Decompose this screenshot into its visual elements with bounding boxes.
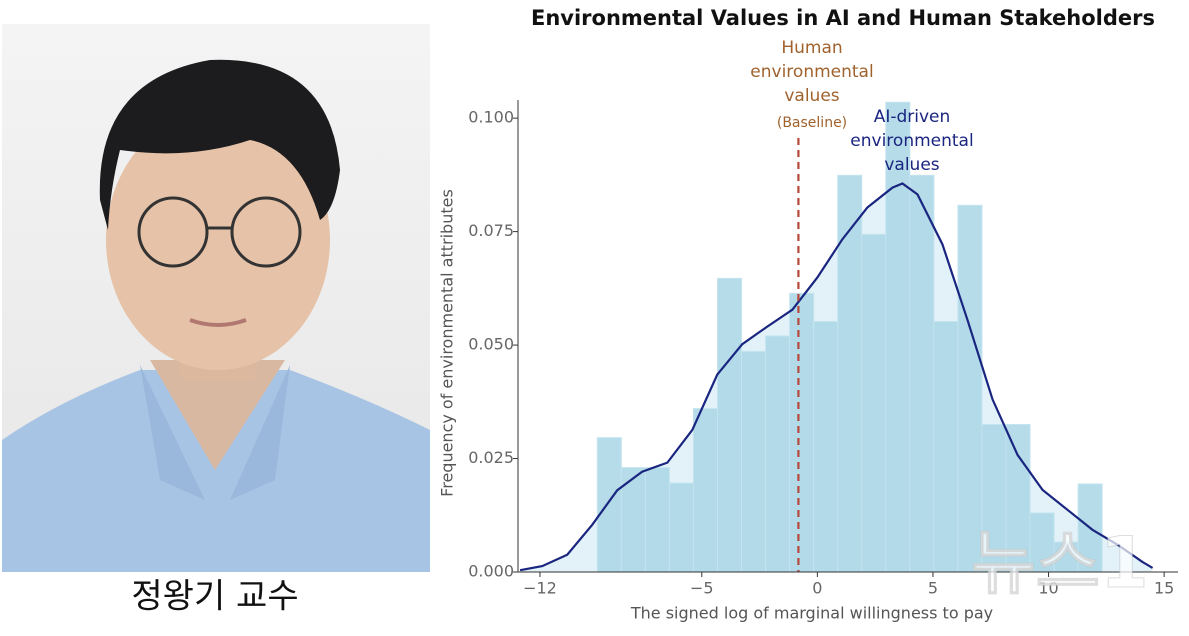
histogram-bar xyxy=(741,350,767,573)
x-tick-label: 5 xyxy=(928,579,938,598)
annotation-line: AI-driven xyxy=(874,107,951,127)
x-tick-label: 10 xyxy=(1038,579,1058,598)
annotation-line: environmental xyxy=(750,62,873,82)
x-tick-label: −12 xyxy=(523,579,557,598)
histogram-bar xyxy=(668,482,694,573)
y-tick-label: 0.025 xyxy=(468,448,514,467)
chart-title: Environmental Values in AI and Human Sta… xyxy=(531,6,1155,30)
y-axis-label: Frequency of environmental attributes xyxy=(438,189,457,497)
portrait xyxy=(2,24,430,572)
histogram-bar xyxy=(717,277,743,573)
histogram-bar xyxy=(789,292,815,573)
annotation-note: (Baseline) xyxy=(777,115,847,131)
plot: 0.000 0.025 0.050 0.075 0.100 −12 −5 0 5 10 15 Huma… xyxy=(468,38,1178,598)
watermark: 뉴스1 xyxy=(971,522,1149,604)
y-tick-label: 0.050 xyxy=(468,335,514,354)
histogram-bar xyxy=(813,320,839,573)
y-tick-label: 0.075 xyxy=(468,221,514,240)
x-tick-label: −5 xyxy=(690,579,714,598)
histogram-bar xyxy=(957,204,983,573)
x-axis-label: The signed log of marginal willingness t… xyxy=(630,604,993,623)
annotation-line: values xyxy=(784,86,839,106)
histogram-bar xyxy=(1005,424,1031,573)
caption: 정왕기 교수 xyxy=(131,577,298,617)
histogram-bar xyxy=(765,335,791,573)
histogram-bar xyxy=(1053,541,1079,573)
histogram-bar xyxy=(861,233,887,573)
x-tick-label: 0 xyxy=(812,579,822,598)
histogram-bar xyxy=(596,437,622,573)
histogram-bar xyxy=(909,174,935,573)
annotation-line: values xyxy=(884,155,939,175)
histogram-bar xyxy=(933,320,959,573)
histogram-bar xyxy=(644,467,670,573)
histogram-bar xyxy=(692,408,719,573)
y-tick-label: 0.000 xyxy=(468,562,514,581)
histogram-bar xyxy=(837,174,863,573)
x-tick-label: 15 xyxy=(1154,579,1174,598)
kde-line xyxy=(519,182,1154,572)
annotation-line: Human xyxy=(781,38,842,58)
annotation-line: environmental xyxy=(850,131,973,151)
y-tick-label: 0.100 xyxy=(468,108,514,127)
histogram-bar xyxy=(1029,512,1055,573)
